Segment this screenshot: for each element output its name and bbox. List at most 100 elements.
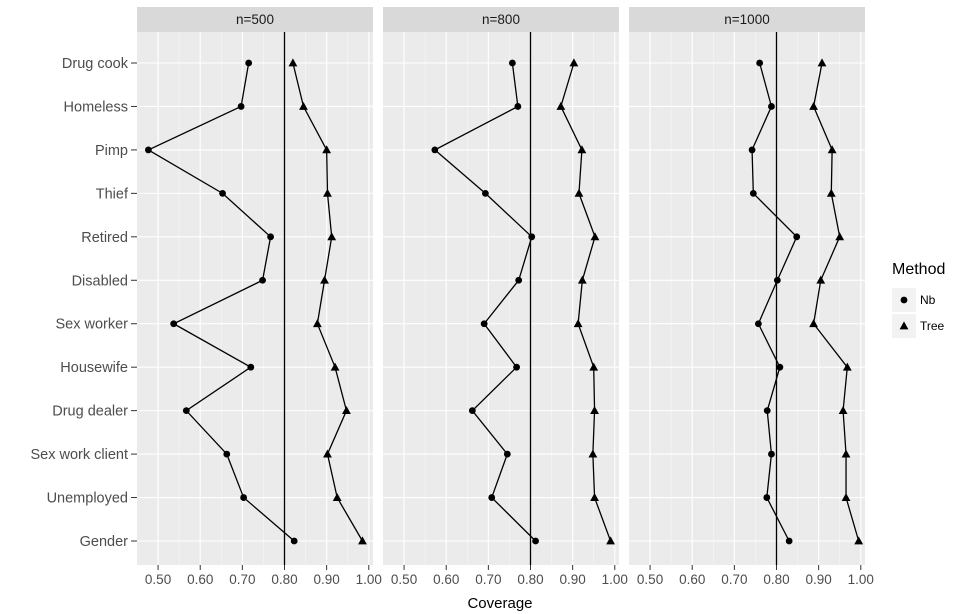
tree-point <box>322 145 332 154</box>
nb-point <box>468 407 476 415</box>
x-axis-title: Coverage <box>467 595 532 612</box>
tree-point <box>574 188 584 197</box>
nb-point <box>749 189 757 197</box>
y-tick-label: Homeless <box>64 99 128 115</box>
nb-point <box>748 146 756 154</box>
nb-point <box>768 103 775 110</box>
legend-title: Method <box>892 261 945 278</box>
x-tick-label: 1.00 <box>356 572 382 587</box>
tree-point <box>827 145 837 154</box>
nb-point <box>170 320 178 328</box>
x-tick-label: 0.80 <box>517 572 543 587</box>
x-tick-label: 0.90 <box>314 572 340 587</box>
nb-point <box>223 450 231 458</box>
series-line-nb <box>146 62 295 542</box>
legend-label: Nb <box>920 293 936 307</box>
tree-point <box>556 101 566 110</box>
tree-point <box>842 362 852 371</box>
nb-point <box>785 537 793 545</box>
series-line-tree <box>560 62 612 542</box>
tree-point <box>816 275 826 284</box>
x-tick-label: 1.00 <box>602 572 628 587</box>
series-line-tree <box>292 62 364 542</box>
nb-point <box>219 189 226 197</box>
panel-background <box>629 32 865 565</box>
series-line-nb <box>751 62 798 542</box>
legend-key-triangle <box>899 321 909 330</box>
nb-point <box>431 146 439 154</box>
y-tick-label: Gender <box>80 534 129 550</box>
y-tick-label: Sex worker <box>55 317 128 333</box>
y-tick-label: Housewife <box>60 360 128 376</box>
x-tick-label: 0.60 <box>679 572 705 587</box>
nb-point <box>532 537 539 545</box>
nb-point <box>480 320 488 328</box>
nb-point <box>776 363 784 371</box>
y-tick-label: Drug dealer <box>52 404 128 420</box>
tree-point <box>577 145 587 154</box>
y-tick-label: Unemployed <box>47 491 128 507</box>
tree-point <box>835 232 845 241</box>
tree-point <box>327 232 337 241</box>
facet-label: n=1000 <box>724 12 769 27</box>
nb-point <box>514 103 522 110</box>
nb-point <box>503 450 511 458</box>
y-tick-label: Pimp <box>95 143 128 159</box>
nb-point <box>763 494 771 501</box>
x-tick-label: 0.60 <box>187 572 213 587</box>
tree-point <box>569 58 579 67</box>
nb-point <box>768 450 775 458</box>
nb-point <box>773 276 781 284</box>
nb-point <box>267 233 274 241</box>
tree-point <box>588 449 598 458</box>
facet-label: n=500 <box>236 12 274 27</box>
tree-point <box>323 449 332 458</box>
y-tick-label: Retired <box>81 230 128 246</box>
nb-point <box>513 363 520 371</box>
nb-point <box>247 363 255 371</box>
nb-point <box>182 407 190 415</box>
facet-label: n=800 <box>482 12 520 27</box>
x-tick-label: 0.70 <box>721 572 747 587</box>
x-tick-label: 0.90 <box>560 572 586 587</box>
tree-point <box>854 536 864 545</box>
tree-point <box>838 406 848 415</box>
tree-point <box>288 58 298 67</box>
legend-label: Tree <box>920 319 945 333</box>
tree-point <box>299 101 308 110</box>
x-tick-label: 0.90 <box>806 572 832 587</box>
nb-point <box>259 276 266 284</box>
tree-point <box>826 188 836 197</box>
tree-point <box>312 319 322 328</box>
tree-point <box>590 406 599 415</box>
y-tick-label: Thief <box>96 186 129 202</box>
tree-point <box>589 362 599 371</box>
y-tick-label: Disabled <box>72 273 128 289</box>
nb-point <box>240 494 248 501</box>
series-line-nb <box>433 62 537 542</box>
tree-point <box>332 492 342 501</box>
nb-point <box>237 103 245 110</box>
nb-point <box>756 59 764 67</box>
tree-point <box>342 406 351 415</box>
nb-point <box>508 59 516 67</box>
x-tick-label: 0.70 <box>475 572 501 587</box>
tree-point <box>841 492 851 501</box>
x-tick-label: 0.70 <box>229 572 255 587</box>
nb-point <box>754 320 762 328</box>
tree-point <box>590 232 600 241</box>
tree-point <box>330 362 340 371</box>
facet-strip <box>629 7 865 32</box>
nb-point <box>515 276 523 284</box>
tree-point <box>841 449 851 458</box>
nb-point <box>528 233 536 241</box>
tree-point <box>320 275 329 284</box>
facet-strip <box>383 7 619 32</box>
nb-point <box>763 407 771 415</box>
facet-strip <box>137 7 373 32</box>
nb-point <box>488 494 496 501</box>
x-tick-label: 0.50 <box>637 572 663 587</box>
nb-point <box>482 189 489 197</box>
x-tick-label: 0.80 <box>763 572 789 587</box>
